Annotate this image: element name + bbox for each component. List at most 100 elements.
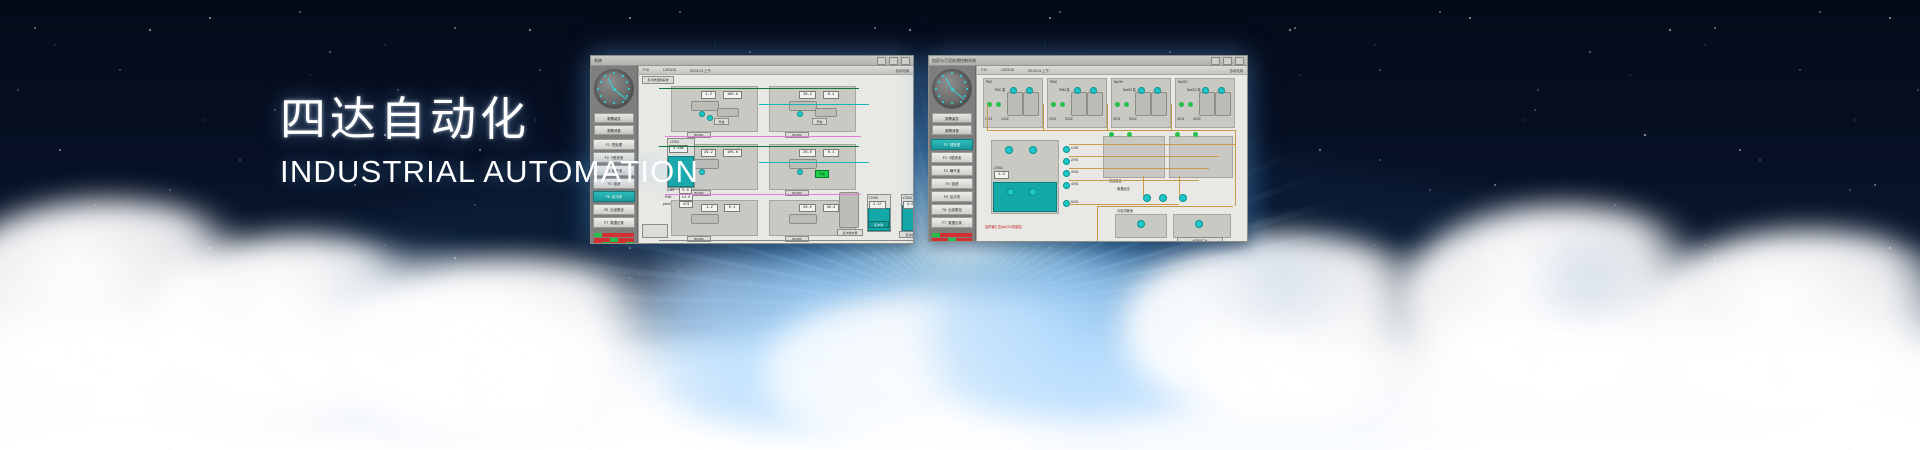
unit-2-ft-value: 0.1 bbox=[823, 91, 839, 99]
tank-left-readout-2-value: 473 bbox=[679, 201, 693, 208]
unit-4-valve-icon[interactable] bbox=[699, 169, 705, 175]
dosing-skid-4-valve-a[interactable] bbox=[1202, 87, 1209, 94]
close-button-right[interactable] bbox=[1235, 56, 1244, 65]
menu-item-f7-right[interactable]: F7 数据记录 bbox=[931, 217, 973, 228]
menu-item-f2-right[interactable]: F2 V型滤池 bbox=[931, 152, 973, 163]
unit-1-state: 开启 bbox=[714, 118, 729, 125]
transfer-valve-a[interactable] bbox=[1143, 194, 1151, 202]
flocculation-basin[interactable] bbox=[1169, 136, 1233, 178]
dosing-skid-4-pump-b[interactable] bbox=[1188, 102, 1193, 107]
menu-item-f1-right[interactable]: F1 预处理 bbox=[931, 139, 973, 150]
alarm-message-button-right[interactable]: 报警留言 bbox=[932, 113, 972, 123]
menu-item-f1-left[interactable]: F1 预处理 bbox=[593, 139, 635, 150]
unit-3-vessel bbox=[789, 159, 817, 169]
dosing-skid-2-pump-a[interactable] bbox=[1051, 102, 1056, 107]
mix-tank-pump-a[interactable] bbox=[1007, 188, 1015, 196]
dosing-skid-3-valve-a[interactable] bbox=[1138, 87, 1145, 94]
sidebar-right: 报警留言 报警消音 F1 预处理 F2 V型滤池 F3 曝气池 F4 吸滤 F5 反冲洗 … bbox=[929, 66, 976, 241]
foreground-sparkles bbox=[0, 260, 1920, 450]
mix-tank-agitator-a[interactable] bbox=[1005, 146, 1013, 154]
scada-window-right[interactable]: 加药与污泥处理控制系统 报警留言 bbox=[928, 55, 1248, 242]
dosing-skid-2-valve-b[interactable] bbox=[1090, 87, 1097, 94]
dosing-skid-1-valve-a[interactable] bbox=[1010, 87, 1017, 94]
process-diagram-right[interactable]: F10 12/02/16 09:01:01 上午 自动化用 PAC PAC 泵 bbox=[976, 66, 1247, 241]
unit-1-valve-icon-2[interactable] bbox=[707, 115, 713, 121]
basin-pump-c[interactable] bbox=[1175, 132, 1180, 137]
unit-5-vessel bbox=[691, 214, 719, 224]
tank-r2-button[interactable]: 反冲洗控制 bbox=[899, 231, 913, 238]
thickener-pump-a[interactable] bbox=[1137, 220, 1145, 228]
analog-clock-widget-right bbox=[932, 69, 972, 109]
unit-3-valve-icon[interactable] bbox=[797, 169, 803, 175]
menu-item-f5-right[interactable]: F5 反冲洗 bbox=[931, 191, 973, 202]
valve-1v01[interactable] bbox=[1063, 146, 1070, 153]
unit-1-ct-value: 1.2 bbox=[701, 91, 716, 99]
dosing-skid-3-valve-b[interactable] bbox=[1154, 87, 1161, 94]
rapid-mix-basin[interactable] bbox=[1103, 136, 1165, 178]
valve-4v01[interactable] bbox=[1063, 182, 1070, 189]
unit-2-state: 开启 bbox=[812, 118, 827, 125]
dosing-skid-3-pump-b[interactable] bbox=[1124, 102, 1129, 107]
window-title-right: 加药与污泥处理控制系统 bbox=[932, 57, 976, 63]
menu-item-f2-left[interactable]: F2 V型滤池 bbox=[593, 152, 635, 163]
menu-item-f3-right[interactable]: F3 曝气池 bbox=[931, 165, 973, 176]
transfer-valve-c[interactable] bbox=[1179, 194, 1187, 202]
dosing-skid-3-pump-a[interactable] bbox=[1115, 102, 1120, 107]
transfer-valve-b[interactable] bbox=[1159, 194, 1167, 202]
thickener-pump-b[interactable] bbox=[1195, 220, 1203, 228]
dosing-skid-2-pump-b[interactable] bbox=[1060, 102, 1065, 107]
dosing-skid-1-valve-b[interactable] bbox=[1026, 87, 1033, 94]
minimize-button-right[interactable] bbox=[1211, 56, 1220, 65]
minimize-button-left[interactable] bbox=[877, 56, 886, 65]
menu-item-f7-left[interactable]: F7 数据记录 bbox=[593, 217, 635, 228]
maximize-button-left[interactable] bbox=[889, 56, 898, 65]
dosing-skid-4-vessel-b bbox=[1215, 92, 1231, 116]
mix-tank-pump-b[interactable] bbox=[1029, 188, 1037, 196]
unit-1-valve-icon[interactable] bbox=[699, 111, 705, 117]
unit-3-ct-value: 26.0 bbox=[799, 149, 816, 157]
dosing-skid-2-vessel-a bbox=[1071, 92, 1087, 116]
basin-pump-d[interactable] bbox=[1193, 132, 1198, 137]
window-menu-label-left[interactable]: 系统 bbox=[594, 57, 602, 63]
dosing-skid-4-pump-a[interactable] bbox=[1179, 102, 1184, 107]
dosing-skid-1-title: PAC bbox=[986, 80, 993, 84]
hdr-field-1-right: 12/02/16 bbox=[1000, 68, 1015, 72]
hdr-field-3-right: 自动化用 bbox=[1229, 68, 1243, 73]
unit-1-vessel-2 bbox=[717, 108, 739, 117]
maximize-button-right[interactable] bbox=[1223, 56, 1232, 65]
valve-3v01[interactable] bbox=[1063, 170, 1070, 177]
unit-5-ft-value: 0.1 bbox=[724, 204, 740, 212]
dosing-skid-4-pump-label: NaClO 泵 bbox=[1187, 88, 1201, 92]
note-panel-left[interactable] bbox=[642, 224, 668, 238]
dosing-skid-2-valve-a[interactable] bbox=[1074, 87, 1081, 94]
window-titlebar-left[interactable]: 系统 bbox=[591, 56, 913, 66]
mix-tank-level-value: 2.3 bbox=[994, 171, 1009, 179]
basin-pump-a[interactable] bbox=[1109, 132, 1114, 137]
menu-item-f4-left[interactable]: F4 吸滤 bbox=[593, 178, 635, 189]
tank-r1-button[interactable]: 反冲洗 bbox=[868, 221, 889, 228]
dosing-skid-4-valve-b[interactable] bbox=[1218, 87, 1225, 94]
dosing-skid-4-tag-0: 4C01 bbox=[1177, 117, 1185, 121]
dosing-skid-3-title: NaOH bbox=[1114, 80, 1123, 84]
unit-2-valve-icon[interactable] bbox=[797, 111, 803, 117]
alarm-mute-button-left[interactable]: 报警消音 bbox=[594, 125, 634, 135]
valve-2v01[interactable] bbox=[1063, 158, 1070, 165]
basin-pump-b[interactable] bbox=[1127, 132, 1132, 137]
window-titlebar-right[interactable]: 加药与污泥处理控制系统 bbox=[929, 56, 1247, 66]
unit-2-vessel bbox=[789, 101, 817, 111]
status-note-right: 加药管汇总(NaClO供液泵) bbox=[985, 225, 1023, 229]
dosing-skid-1-pump-b[interactable] bbox=[996, 102, 1001, 107]
hdr-field-2-left: 09:01:01 上午 bbox=[690, 68, 711, 73]
menu-item-f5-left[interactable]: F5 反冲洗 bbox=[593, 191, 635, 202]
mix-tank-tag: LT001 bbox=[994, 166, 1003, 170]
close-button-left[interactable] bbox=[901, 56, 910, 65]
alarm-message-button-left[interactable]: 报警留言 bbox=[594, 113, 634, 123]
alarm-mute-button-right[interactable]: 报警消音 bbox=[932, 125, 972, 135]
unit-4-ct-value: 29.2 bbox=[701, 149, 716, 157]
menu-item-f4-right[interactable]: F4 吸滤 bbox=[931, 178, 973, 189]
menu-item-f6-right[interactable]: F6 出泥脱泥 bbox=[931, 204, 973, 215]
menu-item-f3-left[interactable]: F3 曝气池 bbox=[593, 165, 635, 176]
process-label-flocculation: 絮凝反应 bbox=[1117, 187, 1130, 191]
menu-item-f6-left[interactable]: F6 出泥脱泥 bbox=[593, 204, 635, 215]
mix-tank-agitator-b[interactable] bbox=[1029, 146, 1037, 154]
